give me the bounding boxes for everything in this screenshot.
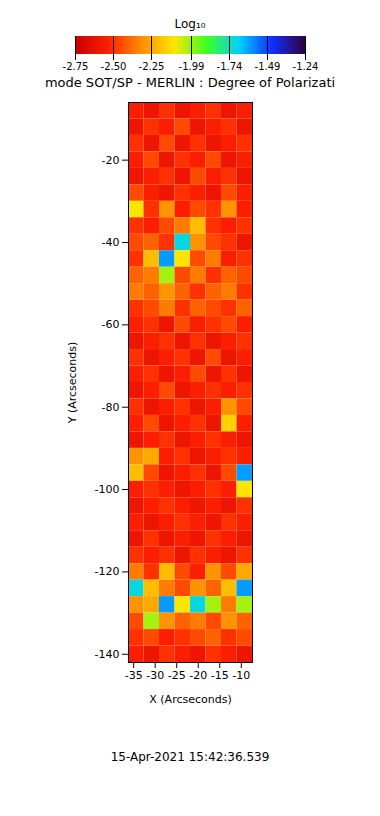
svg-text:-60: -60 xyxy=(102,318,120,331)
svg-text:-140: -140 xyxy=(95,648,120,661)
html-text:mode SOT/SP - MERLIN : Degree: mode SOT/SP - MERLIN : Degree of Polariz… xyxy=(44,75,336,90)
svg-text:-80: -80 xyxy=(102,401,120,414)
svg-text:-2.75: -2.75 xyxy=(63,61,89,72)
svg-text:-20: -20 xyxy=(102,154,120,167)
html-text:15-Apr-2021 15:42:36.539: 15-Apr-2021 15:42:36.539 xyxy=(110,750,270,764)
svg-text:-40: -40 xyxy=(102,236,120,249)
svg-text:-1.49: -1.49 xyxy=(255,61,281,72)
svg-text:-15: -15 xyxy=(211,669,229,682)
svg-text:-2.25: -2.25 xyxy=(139,61,165,72)
svg-text:-1.74: -1.74 xyxy=(217,61,243,72)
html-text:Log₁₀: Log₁₀ xyxy=(174,17,206,31)
svg-text:-1.99: -1.99 xyxy=(179,61,205,72)
svg-text:-2.50: -2.50 xyxy=(101,61,127,72)
svg-text:-120: -120 xyxy=(95,565,120,578)
svg-text:Y (Arcseconds): Y (Arcseconds) xyxy=(66,342,79,425)
svg-text:-30: -30 xyxy=(146,669,164,682)
svg-text:-10: -10 xyxy=(232,669,250,682)
svg-text:-25: -25 xyxy=(168,669,186,682)
svg-text:-20: -20 xyxy=(189,669,207,682)
svg-text:-100: -100 xyxy=(95,483,120,496)
svg-text:X (Arcseconds): X (Arcseconds) xyxy=(149,693,231,706)
svg-text:-35: -35 xyxy=(125,669,143,682)
svg-text:-1.24: -1.24 xyxy=(293,61,319,72)
